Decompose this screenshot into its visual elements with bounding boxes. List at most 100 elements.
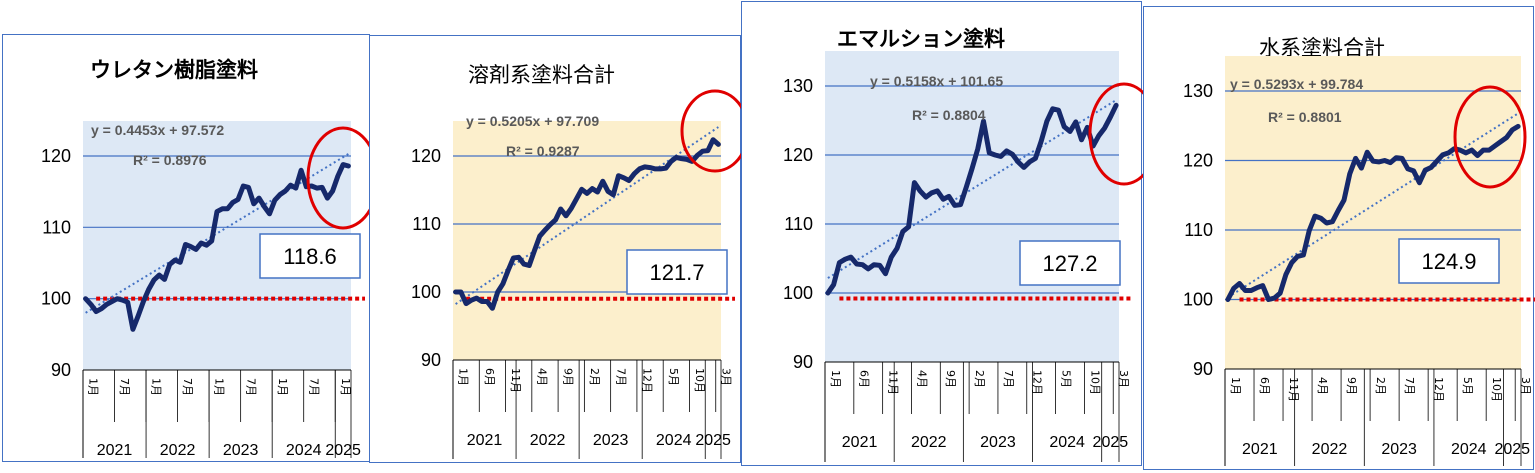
chart-svg: エマルション塗料 90 100 110 120 130 1月 6月 11月 4月 9月 2月 7月 12月…	[783, 27, 1160, 462]
data-point	[861, 263, 864, 266]
data-point	[110, 300, 114, 303]
data-point	[221, 207, 224, 210]
x-tick-label-month: 7月	[1002, 370, 1015, 388]
data-point	[832, 283, 835, 286]
y-tick-label: 100	[41, 289, 71, 309]
x-tick-label-year: 2021	[467, 432, 503, 449]
data-point	[1395, 156, 1398, 159]
data-point	[173, 258, 177, 262]
x-tick-label-month: 10月	[1088, 370, 1101, 395]
x-tick-label-year: 2023	[223, 442, 259, 459]
data-point	[268, 212, 271, 215]
chart-panel-water-total: 水系塗料合計 90 100 110 120 130 1月 6月 11月 4月 9月 2月 7月 12月 5月…	[1143, 6, 1535, 470]
data-point	[1016, 160, 1020, 164]
data-point	[711, 138, 715, 141]
data-point	[1249, 289, 1253, 292]
latest-value-box	[1019, 240, 1121, 286]
data-point	[242, 184, 245, 188]
y-tick-label: 90	[793, 352, 813, 372]
latest-value-box	[626, 249, 728, 295]
y-tick-label: 110	[784, 214, 813, 234]
data-point	[999, 155, 1003, 158]
data-point	[1476, 154, 1479, 157]
data-point	[559, 207, 562, 211]
data-point	[1377, 160, 1381, 164]
data-point	[533, 249, 536, 252]
data-point	[564, 214, 568, 218]
data-point	[1005, 149, 1008, 153]
trend-equation: y = 0.5158x + 101.65	[870, 73, 1003, 89]
data-point	[826, 291, 830, 295]
x-tick-label-month: 1月	[276, 378, 289, 396]
data-point	[1424, 169, 1427, 172]
chart-title: 溶剤系塗料合計	[468, 63, 615, 87]
x-tick-label-month: 1月	[457, 368, 470, 386]
data-point	[669, 160, 673, 163]
data-point	[1255, 286, 1259, 289]
data-point	[1045, 119, 1049, 123]
data-point	[512, 256, 515, 260]
data-point	[152, 278, 156, 282]
data-point	[1482, 148, 1485, 152]
latest-value-box	[259, 233, 361, 279]
data-point	[1383, 159, 1386, 162]
x-tick-label-month: 1月	[150, 378, 163, 396]
x-tick-label-year: 2022	[911, 434, 947, 451]
x-tick-label-month: 9月	[1345, 377, 1358, 395]
data-point	[1086, 126, 1089, 129]
data-point	[591, 187, 594, 190]
data-point	[633, 172, 636, 175]
data-point	[1267, 298, 1270, 301]
data-point	[1068, 130, 1072, 133]
data-point	[1470, 148, 1473, 152]
data-point	[965, 186, 968, 189]
x-tick-label-month: 7月	[181, 378, 194, 396]
x-tick-label-month: 2月	[973, 370, 986, 388]
x-tick-label-year: 2021	[1242, 441, 1278, 458]
data-point	[315, 186, 319, 190]
data-point	[94, 310, 98, 313]
data-point	[872, 263, 876, 266]
data-point	[126, 301, 129, 304]
data-point	[470, 298, 473, 302]
trendline	[1227, 112, 1519, 299]
data-point	[970, 167, 974, 170]
data-point	[1458, 148, 1462, 152]
data-point	[1319, 216, 1322, 220]
data-point	[959, 203, 962, 206]
x-tick-label-month: 11月	[887, 370, 900, 395]
data-point	[84, 297, 87, 300]
plot-area	[825, 51, 1119, 362]
data-point	[1516, 125, 1520, 128]
x-tick-label-month: 3月	[1519, 377, 1532, 395]
x-tick-label-month: 12月	[641, 368, 654, 393]
x-tick-label-month: 5月	[1461, 377, 1474, 395]
data-point	[252, 202, 255, 205]
data-point	[1051, 107, 1054, 110]
x-tick-label-month: 3月	[1117, 370, 1130, 388]
data-point	[1342, 198, 1346, 202]
data-point	[1365, 150, 1369, 154]
chart-panel-urethane: ウレタン樹脂塗料 90 100 110 120 1月 7月 1月 7月 1月 7月 1月 7月 1月 202…	[2, 34, 380, 462]
y-tick-label: 90	[1193, 359, 1213, 379]
data-point	[1354, 157, 1357, 160]
data-point	[273, 199, 277, 202]
x-tick-label-month: 5月	[667, 368, 680, 386]
y-tick-label: 120	[783, 145, 813, 165]
data-point	[849, 255, 853, 259]
data-point	[890, 255, 893, 259]
data-point	[1487, 148, 1491, 152]
data-point	[1348, 172, 1351, 175]
data-point	[1034, 157, 1037, 160]
data-point	[1505, 136, 1508, 139]
data-point	[1360, 166, 1363, 170]
data-point	[1011, 153, 1014, 156]
data-point	[179, 261, 182, 264]
data-point	[878, 264, 881, 267]
data-point	[1226, 298, 1230, 301]
y-tick-label: 110	[42, 217, 71, 237]
chart-panel-solvent-total: 溶剤系塗料合計 90 100 110 120 1月 6月 11月 4月 9月 2月 7月 12月 5月 10…	[369, 35, 750, 463]
y-tick-label: 100	[411, 282, 441, 302]
data-point	[1238, 282, 1241, 285]
data-point	[247, 186, 250, 189]
